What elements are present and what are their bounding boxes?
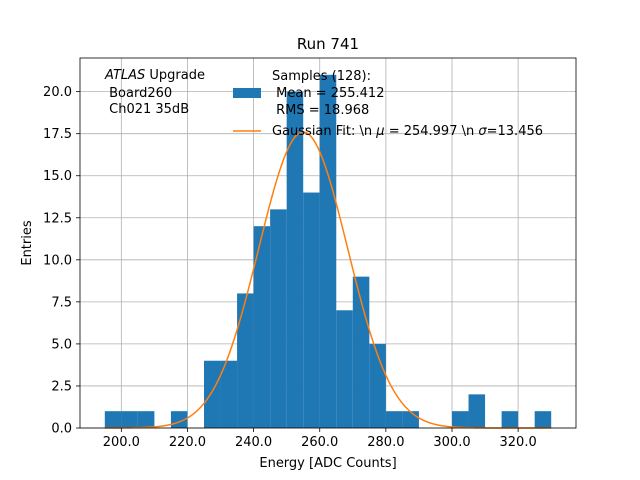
histogram-bar bbox=[402, 411, 419, 428]
histogram-bar bbox=[286, 91, 304, 429]
histogram-bar bbox=[220, 360, 238, 428]
y-tick-label: 7.5 bbox=[51, 295, 72, 310]
y-axis-title: Entries bbox=[20, 220, 35, 266]
plot-frame bbox=[79, 57, 577, 429]
annotation-channel: Ch021 35dB bbox=[105, 102, 189, 117]
x-tick-label: 260.0 bbox=[301, 435, 338, 450]
y-tick-label: 0.0 bbox=[51, 422, 72, 437]
y-tick-label: 20.0 bbox=[43, 85, 72, 100]
y-tick-label: 5.0 bbox=[51, 337, 72, 352]
svg-text:ATLAS Upgrade: ATLAS Upgrade bbox=[104, 68, 205, 83]
y-axis-ticks: 0.0 2.5 5.0 7.5 10.0 12.5 15.0 17.5 20.0 bbox=[43, 85, 80, 437]
legend: Samples (128): Mean = 255.412 RMS = 18.9… bbox=[233, 69, 543, 139]
chart-title: Run 741 bbox=[297, 35, 359, 53]
y-tick-label: 17.5 bbox=[43, 127, 72, 142]
histogram-bar bbox=[104, 411, 122, 428]
histogram-bar bbox=[501, 411, 519, 428]
y-tick-label: 2.5 bbox=[51, 379, 72, 394]
legend-fit-label: Gaussian Fit: \n μ = 254.997 \n σ=13.456 bbox=[272, 124, 543, 139]
histogram-bar bbox=[534, 411, 552, 428]
legend-fit-mu: μ bbox=[375, 124, 384, 139]
histogram-bar bbox=[468, 394, 486, 428]
histogram-bar bbox=[204, 360, 221, 428]
x-tick-label: 220.0 bbox=[169, 435, 206, 450]
x-axis-title: Energy [ADC Counts] bbox=[259, 456, 396, 471]
legend-hist-line1: Samples (128): bbox=[272, 69, 371, 84]
annotation-upgrade: Upgrade bbox=[145, 68, 205, 83]
legend-fit-sigma: σ bbox=[478, 124, 487, 139]
legend-hist-line3: RMS = 18.968 bbox=[272, 103, 369, 118]
histogram-bar bbox=[253, 226, 271, 428]
y-tick-label: 12.5 bbox=[43, 211, 72, 226]
y-tick-label: 10.0 bbox=[43, 253, 72, 268]
legend-hist-swatch bbox=[233, 88, 261, 98]
histogram-bar bbox=[303, 192, 320, 428]
histogram-bar bbox=[452, 411, 469, 428]
histogram-bar bbox=[270, 209, 287, 428]
x-axis-ticks: 200.0 220.0 240.0 260.0 280.0 300.0 320.0 bbox=[103, 428, 537, 450]
x-tick-label: 200.0 bbox=[103, 435, 140, 450]
x-tick-label: 320.0 bbox=[500, 435, 537, 450]
x-tick-label: 240.0 bbox=[235, 435, 272, 450]
histogram-bar bbox=[385, 411, 403, 428]
histogram-bar bbox=[121, 411, 138, 428]
x-tick-label: 280.0 bbox=[367, 435, 404, 450]
legend-fit-prefix: Gaussian Fit: \n bbox=[272, 124, 376, 139]
legend-fit-suffix: =13.456 bbox=[487, 124, 543, 139]
legend-hist-line2: Mean = 255.412 bbox=[272, 86, 384, 101]
atlas-annotation: ATLAS Upgrade Board260 Ch021 35dB bbox=[104, 68, 205, 117]
legend-fit-mid: = 254.997 \n bbox=[385, 124, 479, 139]
x-tick-label: 300.0 bbox=[433, 435, 470, 450]
histogram-bar bbox=[137, 411, 155, 428]
histogram-bar bbox=[237, 293, 254, 428]
annotation-board: Board260 bbox=[105, 86, 172, 101]
annotation-atlas: ATLAS bbox=[104, 68, 145, 83]
y-tick-label: 15.0 bbox=[43, 169, 72, 184]
histogram-bar bbox=[336, 310, 353, 428]
